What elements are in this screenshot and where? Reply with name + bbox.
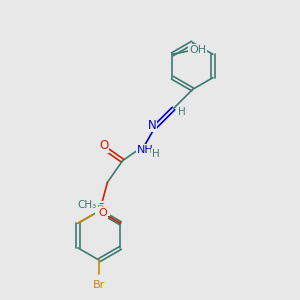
Text: O: O [96,202,106,215]
Text: O: O [99,140,108,152]
Text: H: H [152,148,160,159]
Text: O: O [98,208,107,218]
Text: CH₃: CH₃ [77,200,96,210]
Text: OH: OH [189,45,206,55]
Text: Br: Br [97,205,109,214]
Text: H: H [178,107,186,117]
Text: Br: Br [93,280,105,290]
Text: N: N [148,118,156,131]
Text: NH: NH [137,145,154,155]
